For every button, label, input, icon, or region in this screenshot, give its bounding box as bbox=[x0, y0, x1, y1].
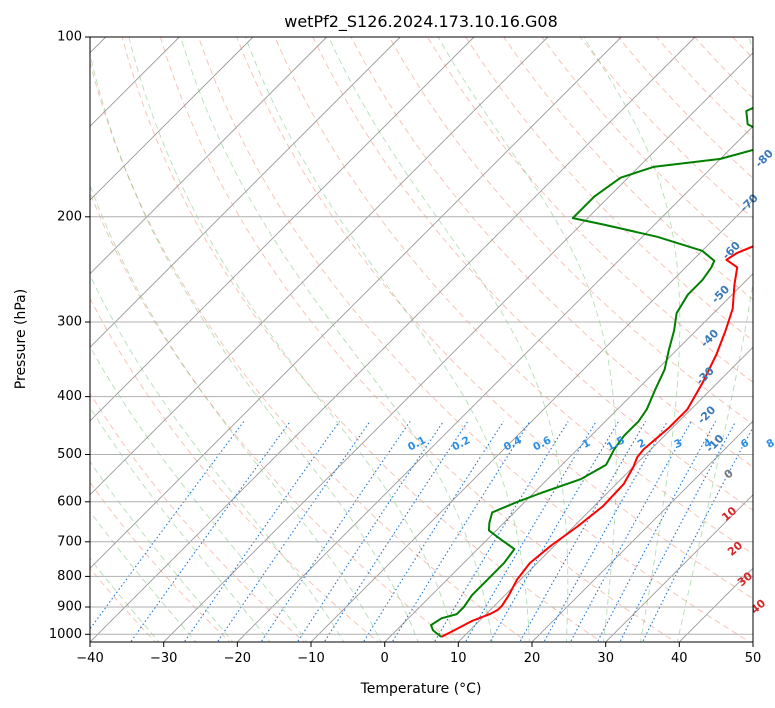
y-axis: 100 200 300 400 500 600 700 800 900 1000 bbox=[49, 30, 90, 642]
y-tick-label: 700 bbox=[57, 534, 82, 549]
profile-lines bbox=[430, 106, 753, 638]
y-tick-label: 100 bbox=[57, 30, 82, 45]
mixing-ratio-line bbox=[90, 421, 245, 630]
chart-title: wetPf2_S126.2024.173.10.16.G08 bbox=[284, 12, 558, 32]
x-tick-label: −30 bbox=[150, 651, 177, 666]
x-tick-label: 0 bbox=[381, 651, 389, 666]
y-axis-label: Pressure (hPa) bbox=[13, 289, 29, 389]
isotherm-line bbox=[90, 37, 622, 569]
mixing-ratio-line bbox=[129, 421, 291, 642]
y-tick-label: 1000 bbox=[49, 627, 82, 642]
dry-adiabat bbox=[90, 481, 231, 642]
moist-adiabat bbox=[90, 274, 345, 642]
moist-adiabat bbox=[90, 557, 160, 642]
mixing-ratio-line bbox=[260, 421, 411, 642]
y-tick-label: 900 bbox=[57, 600, 82, 615]
x-tick-label: −10 bbox=[297, 651, 324, 666]
isotherm-line bbox=[90, 37, 549, 496]
moist-adiabat bbox=[128, 37, 456, 642]
moist-adiabat bbox=[437, 37, 617, 642]
isotherm-line bbox=[90, 37, 254, 201]
isotherm-line bbox=[384, 273, 753, 642]
temperature-profile-line bbox=[440, 245, 753, 638]
isotherm-line bbox=[605, 494, 753, 642]
x-axis: −40 −30 −20 −10 0 10 20 30 40 50 bbox=[76, 642, 761, 666]
mixing-ratio-line bbox=[641, 426, 753, 642]
y-tick-label: 200 bbox=[57, 209, 82, 224]
dry-adiabat bbox=[90, 392, 305, 642]
isotherm-line bbox=[90, 37, 475, 422]
x-tick-label: −40 bbox=[76, 651, 103, 666]
mixing-ratio-line bbox=[323, 421, 469, 642]
isotherm-line bbox=[90, 37, 328, 275]
mixing-ratio-line bbox=[569, 421, 692, 642]
moist-adiabat bbox=[583, 37, 681, 642]
isotherm-line bbox=[310, 199, 753, 642]
background-lines bbox=[90, 37, 753, 642]
dry-adiabat bbox=[198, 37, 751, 642]
dry-adiabat bbox=[159, 37, 677, 642]
isotherm-line bbox=[163, 52, 753, 642]
y-tick-label: 600 bbox=[57, 494, 82, 509]
mixing-ratio-label: 8 bbox=[765, 437, 775, 451]
x-tick-label: 30 bbox=[597, 651, 614, 666]
dry-adiabat bbox=[90, 297, 380, 642]
mixing-ratio-line bbox=[619, 421, 737, 642]
moist-adiabat bbox=[244, 37, 530, 642]
moist-adiabat bbox=[90, 51, 419, 642]
x-axis-label: Temperature (°C) bbox=[360, 681, 482, 697]
moist-adiabat bbox=[676, 37, 753, 642]
moist-adiabat bbox=[90, 510, 197, 642]
isotherm-line bbox=[457, 346, 753, 642]
mixing-ratio-line bbox=[296, 421, 444, 642]
x-tick-label: 10 bbox=[450, 651, 467, 666]
y-tick-label: 300 bbox=[57, 315, 82, 330]
plot-frame bbox=[89, 36, 754, 643]
isotherm-line bbox=[90, 37, 401, 348]
moist-adiabat bbox=[90, 460, 234, 642]
moist-adiabat bbox=[90, 406, 271, 642]
dry-adiabat bbox=[90, 60, 528, 642]
dry-adiabat bbox=[90, 191, 454, 642]
x-tick-label: 50 bbox=[745, 651, 762, 666]
isotherm-line bbox=[90, 37, 696, 642]
x-tick-label: 20 bbox=[524, 651, 541, 666]
y-tick-label: 400 bbox=[57, 389, 82, 404]
mixing-ratio-line bbox=[543, 421, 668, 642]
mixing-ratio-line bbox=[362, 421, 505, 642]
mixing-ratio-line bbox=[464, 421, 597, 642]
x-tick-label: −20 bbox=[224, 651, 251, 666]
dewpoint-profile-line bbox=[430, 106, 753, 638]
mixing-ratio-line bbox=[519, 421, 647, 642]
moist-adiabat bbox=[90, 184, 382, 642]
y-tick-label: 800 bbox=[57, 569, 82, 584]
moist-adiabat bbox=[328, 37, 569, 642]
moist-adiabat bbox=[180, 37, 493, 642]
x-tick-label: 40 bbox=[671, 651, 688, 666]
isotherm-line bbox=[236, 125, 753, 642]
mixing-ratio-line bbox=[596, 421, 717, 642]
isotherm-line bbox=[531, 420, 753, 642]
y-tick-label: 500 bbox=[57, 447, 82, 462]
dry-adiabat bbox=[121, 37, 603, 642]
